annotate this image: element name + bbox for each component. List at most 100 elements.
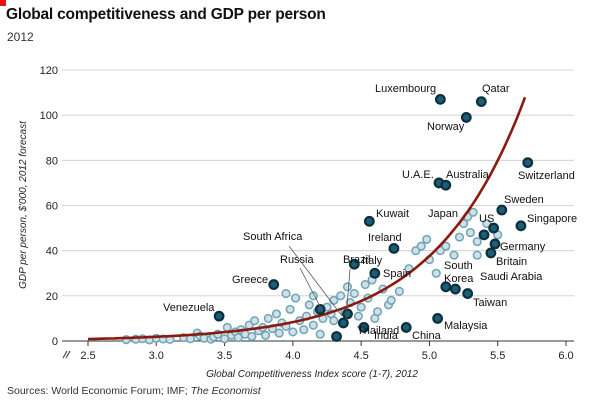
leader-line xyxy=(299,267,323,311)
country-label: Malaysia xyxy=(444,320,488,332)
gridlines xyxy=(62,69,574,359)
y-tick-label: 20 xyxy=(46,291,58,303)
y-axis-label: GDP per person, $'000, 2012 forecast xyxy=(18,120,29,289)
country-point-highlighted xyxy=(213,310,225,322)
x-tick-labels: 2.5 3.0 3.5 4.0 4.5 5.0 5.5 6.0 xyxy=(80,350,573,362)
country-point-highlighted xyxy=(342,308,353,320)
country-label: U.A.E. xyxy=(402,169,434,181)
country-point xyxy=(315,329,325,339)
country-label: Norway xyxy=(427,121,465,133)
y-tick-label: 80 xyxy=(46,155,58,167)
axis-break-mark xyxy=(65,350,71,359)
country-point-highlighted xyxy=(337,317,349,329)
country-point xyxy=(454,232,465,242)
y-tick-labels: 0 20 40 60 80 100 120 xyxy=(40,65,58,348)
y-tick-label: 120 xyxy=(40,65,58,77)
country-point xyxy=(291,293,301,303)
country-point-highlighted xyxy=(488,222,500,234)
country-point xyxy=(422,234,432,244)
country-point-highlighted xyxy=(363,215,375,227)
chart-subtitle: 2012 xyxy=(7,30,34,44)
country-label-line: South xyxy=(444,260,473,272)
country-label: Italy xyxy=(362,255,383,267)
country-point-highlighted xyxy=(358,322,370,333)
x-tick-label: 2.5 xyxy=(80,350,95,362)
x-tick-label: 3.5 xyxy=(217,350,232,362)
country-point xyxy=(329,295,339,305)
source-note: Sources: World Economic Forum; IMF; The … xyxy=(7,385,261,397)
country-point-highlighted xyxy=(478,229,490,241)
country-label: Switzerland xyxy=(518,170,575,182)
country-point-highlighted xyxy=(432,313,444,324)
country-point-highlighted xyxy=(388,243,400,254)
country-point xyxy=(299,325,309,335)
country-point xyxy=(349,289,359,299)
country-point xyxy=(281,289,291,299)
country-point xyxy=(356,302,366,312)
country-point xyxy=(482,219,492,229)
country-label-line: Korea xyxy=(444,273,474,285)
country-point-highlighted xyxy=(496,204,508,216)
y-tick-label: 40 xyxy=(46,246,58,258)
country-label: India xyxy=(374,330,399,342)
country-label: Saudi Arabia xyxy=(480,271,543,283)
country-point-highlighted xyxy=(515,220,527,232)
country-point-highlighted xyxy=(268,279,280,290)
country-label: Qatar xyxy=(482,83,510,95)
country-point-highlighted xyxy=(434,93,446,105)
y-tick-label: 60 xyxy=(46,201,58,213)
highlighted-countries xyxy=(213,93,534,342)
country-point-highlighted xyxy=(369,267,381,279)
country-label: Ireland xyxy=(368,232,402,244)
country-label: Thailand xyxy=(357,325,399,337)
country-label: Russia xyxy=(280,254,315,266)
country-point xyxy=(394,286,404,296)
country-point xyxy=(285,304,295,314)
country-point-highlighted xyxy=(460,112,472,123)
country-point xyxy=(274,328,284,338)
country-label: Kuwait xyxy=(376,208,409,220)
country-label: South Africa xyxy=(243,231,303,243)
country-label: Taiwan xyxy=(473,297,507,309)
source-text: Sources: World Economic Forum; IMF; xyxy=(7,385,191,397)
axis-break-mark xyxy=(62,350,68,359)
country-point xyxy=(304,300,314,310)
country-point-highlighted xyxy=(489,238,501,250)
country-label: Sweden xyxy=(504,194,544,206)
country-point-highlighted xyxy=(348,258,360,270)
country-point-highlighted xyxy=(485,247,497,259)
country-point xyxy=(353,311,363,321)
x-tick-label: 6.0 xyxy=(558,350,573,362)
country-point xyxy=(247,331,257,342)
country-point xyxy=(472,237,482,247)
country-label: US xyxy=(479,213,494,225)
accent-bar xyxy=(0,0,6,6)
country-point xyxy=(431,268,441,278)
country-point xyxy=(472,250,482,260)
leader-lines xyxy=(288,245,351,321)
country-label: Greece xyxy=(232,274,268,286)
country-point xyxy=(271,309,282,319)
chart-title: Global competitiveness and GDP per perso… xyxy=(6,6,326,23)
country-point-highlighted xyxy=(440,179,452,191)
country-label: Australia xyxy=(446,169,490,181)
country-point-highlighted xyxy=(331,331,342,342)
country-point xyxy=(441,241,451,251)
country-point-highlighted xyxy=(462,288,474,299)
country-point-highlighted xyxy=(440,281,452,293)
country-label: Japan xyxy=(428,208,458,220)
country-point-highlighted xyxy=(522,157,534,168)
country-point xyxy=(260,330,271,340)
country-point xyxy=(370,313,380,323)
country-point xyxy=(222,322,232,333)
leader-line xyxy=(288,245,343,317)
country-label: China xyxy=(412,330,442,342)
x-axis-label: Global Competitiveness Index score (1-7)… xyxy=(206,369,418,380)
y-tick-label: 100 xyxy=(40,110,58,122)
country-point xyxy=(465,228,475,238)
x-tick-label: 4.5 xyxy=(353,350,368,362)
country-point-highlighted xyxy=(314,303,326,315)
country-label: South Korea xyxy=(444,260,474,285)
country-point xyxy=(329,316,339,326)
